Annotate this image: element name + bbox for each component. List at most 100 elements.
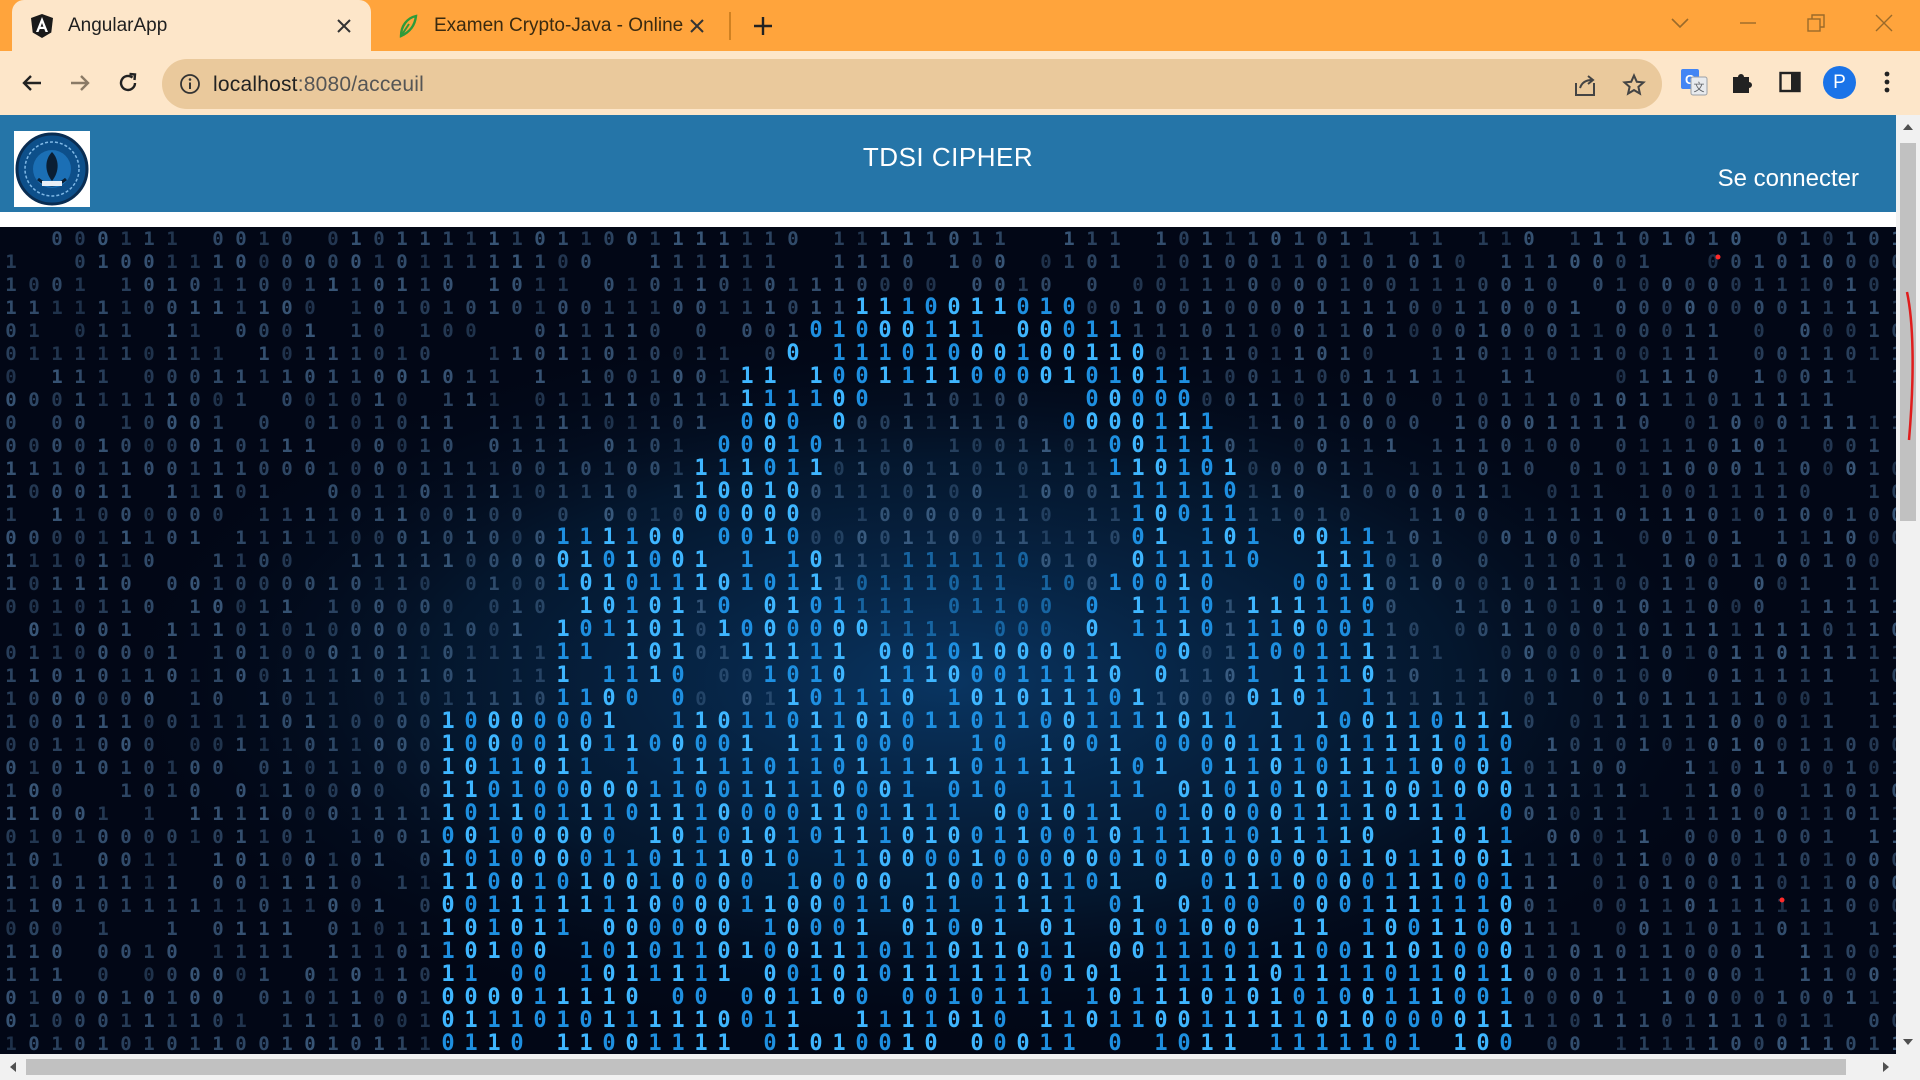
binary-digit: 0 <box>994 274 1005 296</box>
binary-digit: 1 <box>419 665 430 687</box>
back-button[interactable] <box>12 63 52 103</box>
binary-digit: 1 <box>1431 366 1442 388</box>
binary-digit: 1 <box>28 826 39 848</box>
minimize-button[interactable] <box>1718 6 1778 40</box>
binary-digit: 0 <box>212 964 223 986</box>
binary-digit: 0 <box>1799 550 1810 572</box>
binary-digit: 1 <box>557 435 568 457</box>
binary-digit: 1 <box>120 297 131 319</box>
binary-digit: 1 <box>648 870 661 895</box>
binary-digit: 1 <box>1822 389 1833 411</box>
restore-button[interactable] <box>1786 6 1846 40</box>
binary-digit: 1 <box>1178 665 1189 687</box>
binary-digit: 1 <box>1200 433 1213 458</box>
binary-digit: 1 <box>1707 711 1718 733</box>
binary-digit: 1 <box>465 481 476 503</box>
binary-digit: 0 <box>717 1008 730 1033</box>
tab-angularapp[interactable]: AngularApp <box>12 0 371 51</box>
binary-digit: 0 <box>235 320 246 342</box>
binary-digit: 1 <box>787 274 798 296</box>
binary-digit: 1 <box>510 801 523 826</box>
binary-digit: 1 <box>1108 801 1121 826</box>
binary-digit: 1 <box>1822 941 1833 963</box>
binary-digit: 0 <box>1776 688 1787 710</box>
binary-digit: 1 <box>1108 870 1121 895</box>
site-logo[interactable] <box>14 131 90 207</box>
address-bar[interactable]: localhost:8080/acceuil <box>162 59 1662 109</box>
reload-button[interactable] <box>108 63 148 103</box>
binary-digit: 1 <box>1270 366 1281 388</box>
binary-digit: 1 <box>602 985 615 1010</box>
binary-digit: 0 <box>74 228 85 250</box>
binary-digit: 0 <box>442 320 453 342</box>
horizontal-scroll-thumb[interactable] <box>26 1059 1846 1075</box>
leaf-icon <box>396 13 420 38</box>
binary-digit: 1 <box>1822 343 1833 365</box>
profile-avatar[interactable]: P <box>1823 66 1856 99</box>
extensions-puzzle-icon[interactable] <box>1725 65 1759 99</box>
binary-digit: 1 <box>5 849 16 871</box>
vertical-scroll-thumb[interactable] <box>1900 143 1916 521</box>
menu-kebab-icon[interactable] <box>1870 65 1904 99</box>
binary-digit: 1 <box>902 389 913 411</box>
tab-search-button[interactable] <box>1650 6 1710 40</box>
binary-digit: 1 <box>1200 410 1213 435</box>
binary-digit: 0 <box>626 504 637 526</box>
binary-digit: 0 <box>442 274 453 296</box>
login-link[interactable]: Se connecter <box>1717 165 1859 192</box>
forward-button[interactable] <box>60 63 100 103</box>
binary-digit: 0 <box>1016 801 1029 826</box>
binary-digit: 1 <box>28 987 39 1009</box>
close-icon[interactable] <box>686 15 708 37</box>
share-icon[interactable] <box>1572 71 1600 99</box>
binary-digit: 1 <box>166 320 177 342</box>
site-brand[interactable]: TDSI CIPHER <box>862 142 1034 172</box>
binary-digit: 0 <box>1776 297 1787 319</box>
window-close-button[interactable] <box>1854 6 1914 40</box>
binary-digit: 0 <box>120 688 131 710</box>
new-tab-button[interactable] <box>748 12 778 40</box>
binary-digit: 0 <box>579 824 592 849</box>
binary-digit: 0 <box>1523 412 1534 434</box>
binary-digit: 0 <box>74 435 85 457</box>
binary-digit: 0 <box>1270 320 1281 342</box>
binary-digit: 1 <box>671 617 684 642</box>
binary-digit: 1 <box>1154 410 1167 435</box>
binary-digit: 1 <box>327 343 338 365</box>
binary-digit: 1 <box>602 801 615 826</box>
binary-digit: 1 <box>51 573 62 595</box>
binary-digit: 1 <box>1499 847 1512 872</box>
binary-digit: 0 <box>1500 665 1511 687</box>
binary-digit: 0 <box>625 1031 638 1054</box>
binary-digit: 1 <box>441 847 454 872</box>
binary-digit: 1 <box>717 755 730 780</box>
binary-digit: 0 <box>970 709 983 734</box>
binary-digit: 1 <box>1523 665 1534 687</box>
binary-digit: 1 <box>856 550 867 572</box>
binary-digit: 1 <box>1270 481 1281 503</box>
info-icon[interactable] <box>178 72 202 96</box>
binary-digit: 1 <box>694 939 707 964</box>
binary-digit: 1 <box>1454 688 1465 710</box>
bookmark-star-icon[interactable] <box>1620 71 1648 99</box>
binary-digit: 1 <box>1223 548 1236 573</box>
binary-digit: 1 <box>1177 801 1190 826</box>
tab-examen[interactable]: Examen Crypto-Java - Online La <box>378 0 724 51</box>
horizontal-scrollbar[interactable] <box>0 1054 1920 1080</box>
close-icon[interactable] <box>333 15 355 37</box>
binary-digit: 0 <box>28 734 39 756</box>
binary-digit: 1 <box>602 663 615 688</box>
binary-digit: 0 <box>970 364 983 389</box>
binary-digit: 1 <box>1891 803 1896 825</box>
binary-digit: 1 <box>1200 939 1213 964</box>
vertical-scrollbar[interactable] <box>1896 115 1920 1054</box>
binary-digit: 1 <box>694 962 707 987</box>
binary-digit: 0 <box>625 686 638 711</box>
binary-digit: 0 <box>694 916 707 941</box>
binary-digit: 1 <box>1430 778 1443 803</box>
side-panel-icon[interactable] <box>1773 65 1807 99</box>
binary-digit: 1 <box>120 228 131 250</box>
binary-digit: 1 <box>327 458 338 480</box>
binary-digit: 0 <box>235 780 246 802</box>
